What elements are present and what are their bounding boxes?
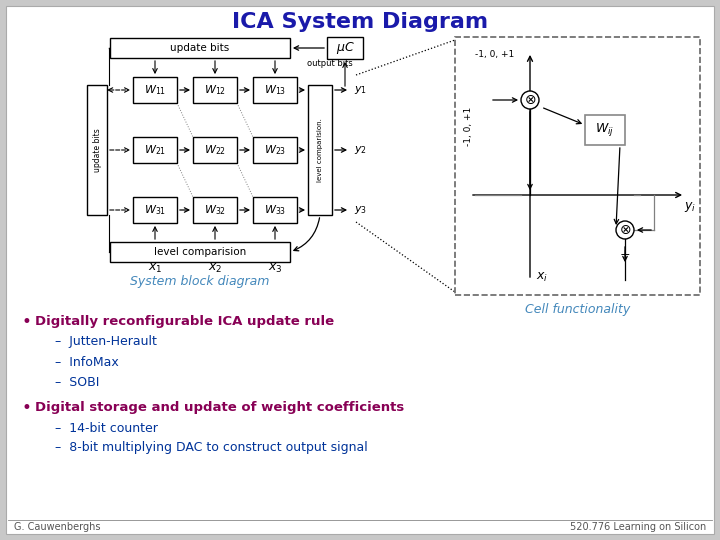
Text: Cell functionality: Cell functionality: [526, 303, 631, 316]
Text: +: +: [620, 248, 630, 261]
Text: –  InfoMax: – InfoMax: [55, 355, 119, 368]
Text: 520.776 Learning on Silicon: 520.776 Learning on Silicon: [570, 522, 706, 532]
Text: $y_3$: $y_3$: [354, 204, 367, 216]
Text: •: •: [22, 313, 32, 331]
Bar: [253, 77, 297, 103]
Text: $W_{12}$: $W_{12}$: [204, 83, 226, 97]
Circle shape: [616, 221, 634, 239]
Bar: [193, 197, 237, 223]
Text: $x_3$: $x_3$: [268, 261, 282, 274]
Text: -1, 0, +1: -1, 0, +1: [464, 106, 472, 146]
Bar: [193, 77, 237, 103]
Text: $x_1$: $x_1$: [148, 261, 162, 274]
Text: System block diagram: System block diagram: [130, 275, 270, 288]
Text: update bits: update bits: [92, 128, 102, 172]
Bar: [87, 85, 107, 215]
Text: $\otimes$: $\otimes$: [524, 93, 536, 107]
Bar: [327, 37, 363, 59]
Text: $\otimes$: $\otimes$: [618, 223, 631, 237]
Text: level comparision: level comparision: [154, 247, 246, 257]
Text: $W_{ij}$: $W_{ij}$: [595, 122, 615, 138]
Text: -1, 0, +1: -1, 0, +1: [475, 51, 514, 59]
Text: $x_i$: $x_i$: [536, 271, 548, 284]
Bar: [308, 85, 332, 215]
Text: update bits: update bits: [171, 43, 230, 53]
Bar: [193, 137, 237, 163]
Text: –  14-bit counter: – 14-bit counter: [55, 422, 158, 435]
Bar: [585, 115, 625, 145]
Bar: [133, 77, 177, 103]
Text: –  Jutten-Herault: – Jutten-Herault: [55, 335, 157, 348]
Text: Digitally reconfigurable ICA update rule: Digitally reconfigurable ICA update rule: [35, 315, 334, 328]
Bar: [253, 197, 297, 223]
Bar: [253, 137, 297, 163]
Bar: [110, 242, 290, 262]
Text: $x_2$: $x_2$: [208, 261, 222, 274]
Text: $W_{32}$: $W_{32}$: [204, 203, 226, 217]
Text: $W_{11}$: $W_{11}$: [144, 83, 166, 97]
Text: –  8-bit multiplying DAC to construct output signal: – 8-bit multiplying DAC to construct out…: [55, 442, 368, 455]
Text: •: •: [22, 399, 32, 417]
Bar: [133, 137, 177, 163]
Text: $W_{13}$: $W_{13}$: [264, 83, 286, 97]
Text: output bits: output bits: [307, 58, 353, 68]
Text: $y_2$: $y_2$: [354, 144, 367, 156]
Text: $W_{23}$: $W_{23}$: [264, 143, 286, 157]
Text: Digital storage and update of weight coefficients: Digital storage and update of weight coe…: [35, 402, 404, 415]
Text: ICA System Diagram: ICA System Diagram: [232, 12, 488, 32]
Text: $y_1$: $y_1$: [354, 84, 367, 96]
Text: $y_i$: $y_i$: [684, 200, 696, 214]
Text: $\mu C$: $\mu C$: [336, 40, 354, 56]
Text: $W_{21}$: $W_{21}$: [144, 143, 166, 157]
Text: G. Cauwenberghs: G. Cauwenberghs: [14, 522, 101, 532]
Text: $W_{33}$: $W_{33}$: [264, 203, 286, 217]
Bar: [110, 38, 290, 58]
Text: –  SOBI: – SOBI: [55, 375, 99, 388]
Text: $W_{22}$: $W_{22}$: [204, 143, 226, 157]
Circle shape: [521, 91, 539, 109]
Text: $W_{31}$: $W_{31}$: [144, 203, 166, 217]
Bar: [455, 37, 700, 295]
Bar: [133, 197, 177, 223]
Text: level comparision.: level comparision.: [317, 118, 323, 182]
